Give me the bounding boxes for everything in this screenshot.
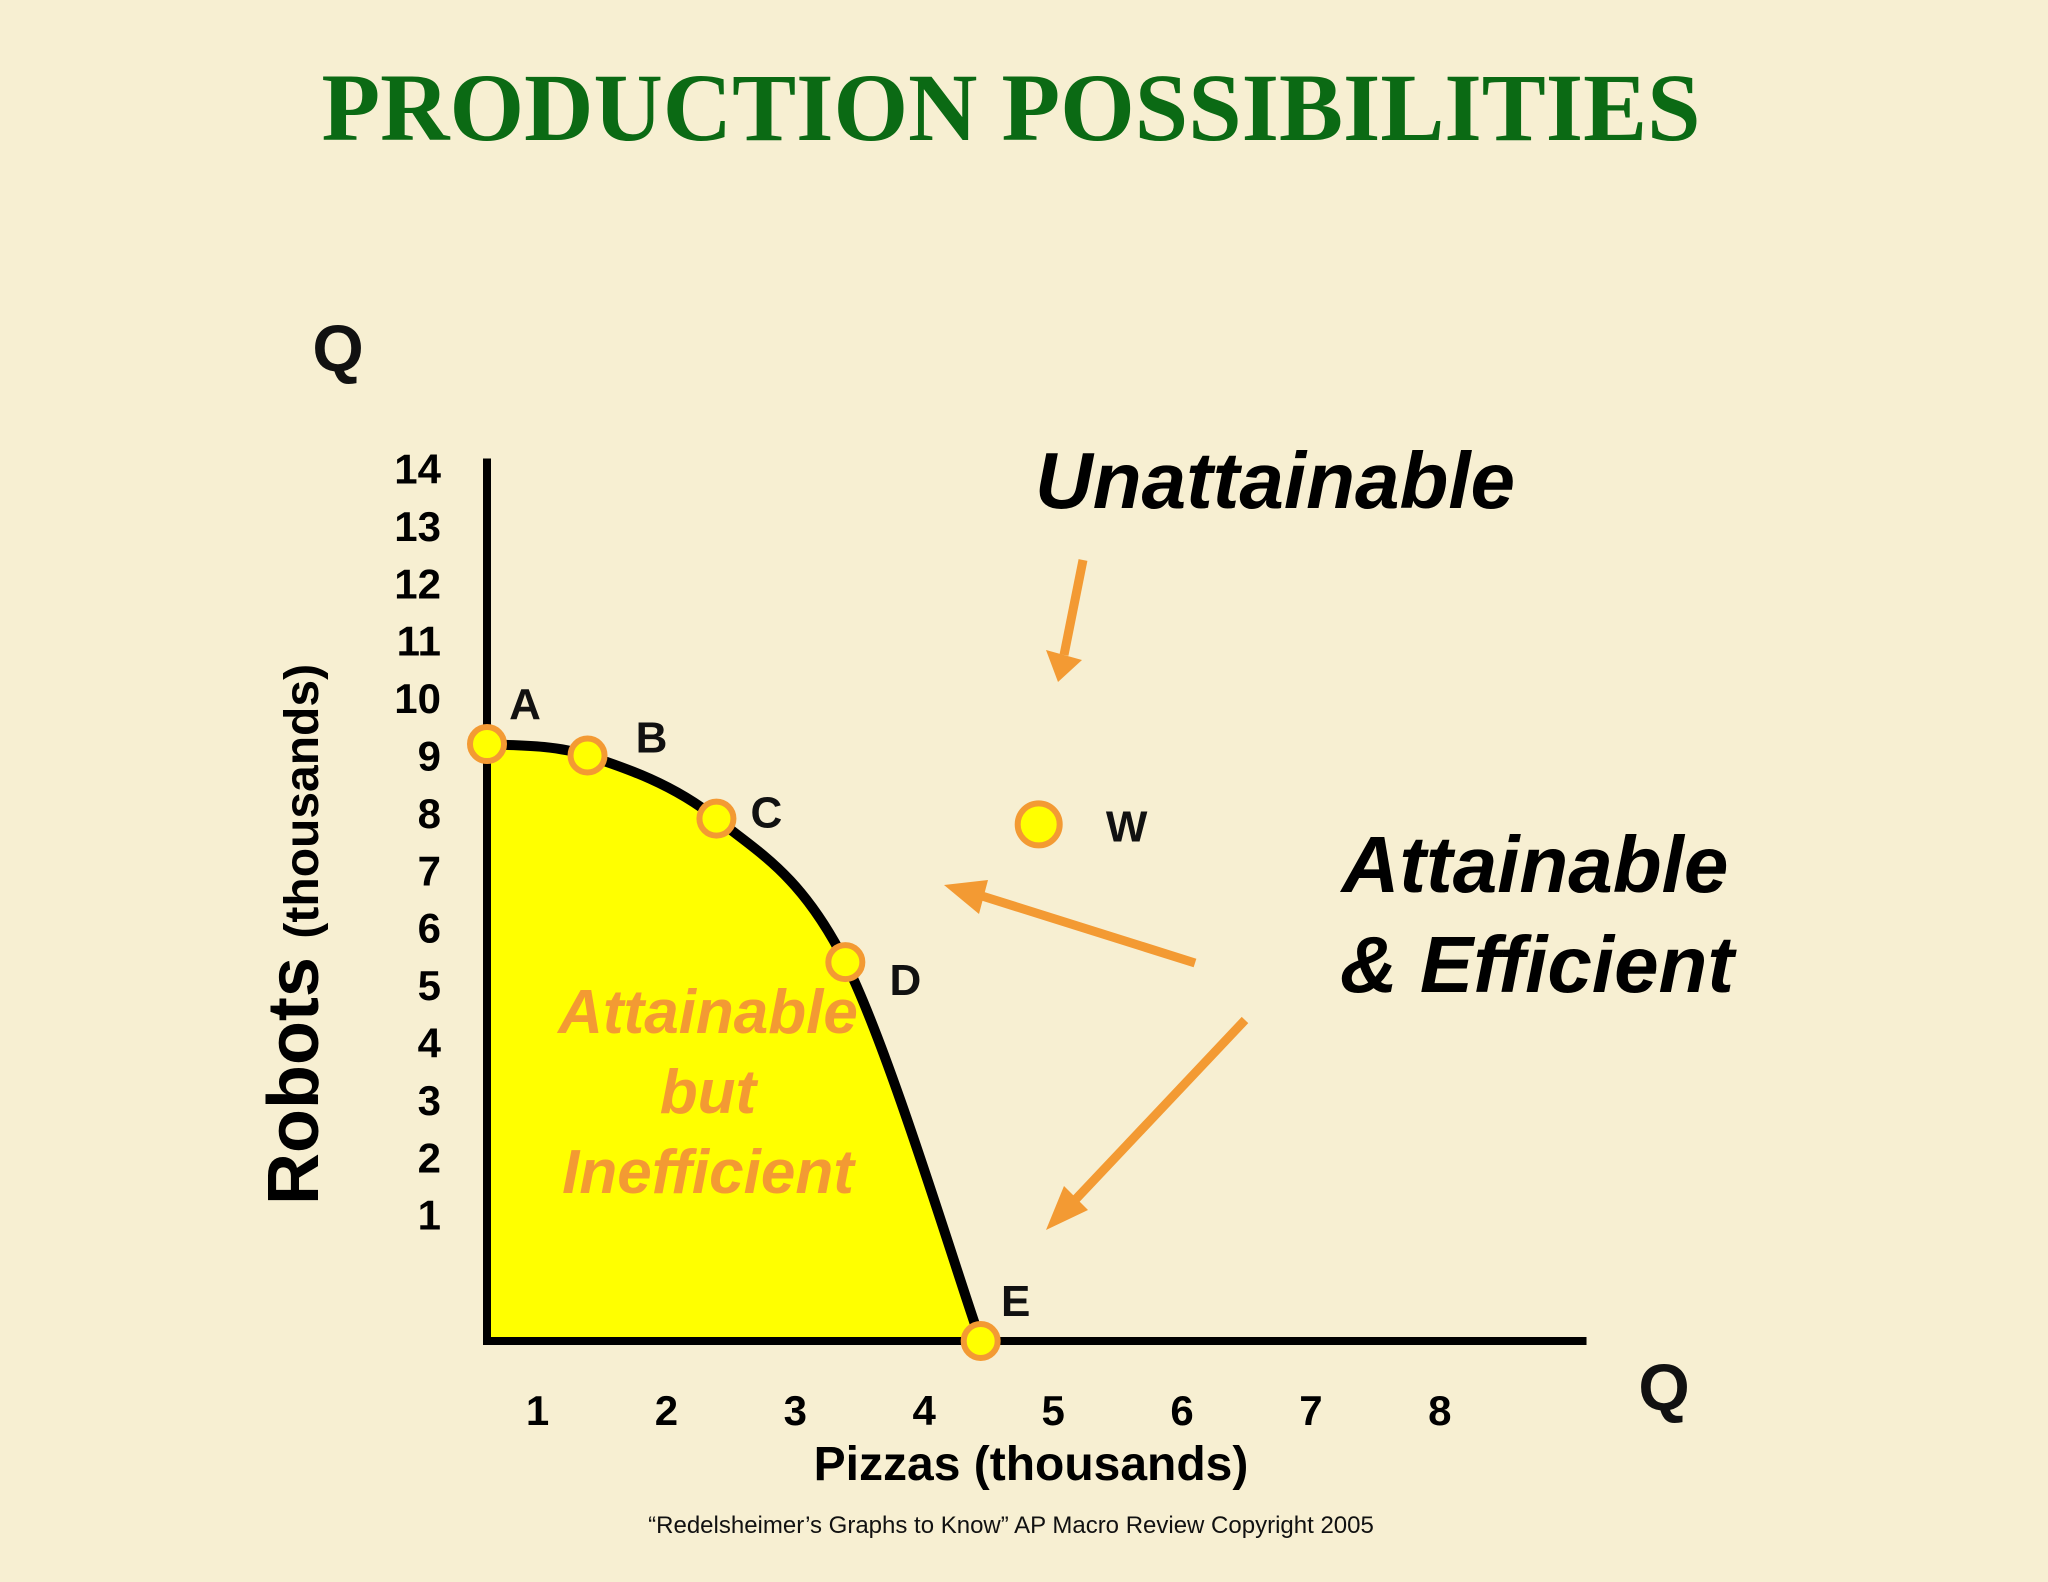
point-d	[825, 942, 866, 983]
efficient-label-line1: Attainable	[1340, 820, 1729, 909]
point-label-e: E	[1001, 1277, 1030, 1326]
point-b	[567, 735, 608, 776]
y-tick-label: 8	[418, 790, 441, 837]
y-tick-label: 12	[394, 560, 441, 607]
arrow-to-e	[1072, 1016, 1249, 1203]
x-tick-label: 1	[526, 1387, 549, 1434]
attainable-region	[487, 744, 981, 1341]
point-w	[1014, 800, 1063, 849]
x-tick-label: 6	[1170, 1387, 1193, 1434]
y-axis-title-unit: (thousands)	[276, 664, 329, 939]
arrow-to-e-head	[1046, 1186, 1088, 1230]
arrow-to-w-head	[1046, 650, 1082, 682]
y-tick-label: 10	[394, 675, 441, 722]
footer-credit: “Redelsheimer’s Graphs to Know” AP Macro…	[648, 1512, 1374, 1539]
x-tick-label: 5	[1041, 1387, 1064, 1434]
x-tick-labels: 1 2 3 4 5 6 7 8	[526, 1387, 1452, 1434]
x-tick-label: 4	[913, 1387, 937, 1434]
x-tick-label: 3	[784, 1387, 807, 1434]
y-axis-title-main: Robots	[254, 957, 334, 1205]
x-tick-label: 7	[1299, 1387, 1322, 1434]
data-points: A B C D E W	[467, 680, 1148, 1361]
y-tick-label: 9	[418, 733, 441, 780]
point-label-w: W	[1106, 802, 1148, 851]
x-tick-label: 8	[1428, 1387, 1451, 1434]
x-axis-title: Pizzas (thousands)	[814, 1438, 1249, 1491]
point-c	[696, 798, 737, 839]
point-label-c: C	[751, 789, 783, 838]
arrow-to-d	[980, 891, 1197, 968]
y-axis-q-label: Q	[312, 311, 363, 385]
efficient-label-line2: & Efficient	[1340, 920, 1738, 1009]
annotation-arrows	[944, 559, 1249, 1230]
point-label-b: B	[636, 714, 668, 763]
y-tick-label: 2	[418, 1134, 441, 1181]
unattainable-label: Unattainable	[1035, 436, 1515, 525]
y-tick-label: 14	[394, 446, 441, 493]
y-tick-label: 11	[397, 618, 441, 665]
y-tick-label: 1	[418, 1192, 441, 1239]
inefficient-label-line2: but	[660, 1058, 759, 1127]
y-tick-label: 5	[418, 962, 441, 1009]
point-e	[960, 1321, 1001, 1361]
point-a	[467, 724, 507, 765]
arrow-to-w	[1059, 559, 1088, 656]
y-tick-label: 13	[394, 503, 441, 550]
chart-title: PRODUCTION POSSIBILITIES	[321, 54, 1700, 161]
point-label-d: D	[889, 956, 921, 1005]
arrow-to-d-head	[944, 880, 988, 914]
x-axis-q-label: Q	[1638, 1350, 1689, 1424]
x-tick-label: 2	[655, 1387, 678, 1434]
point-label-a: A	[509, 680, 541, 729]
y-tick-label: 7	[418, 847, 441, 894]
y-tick-label: 3	[418, 1077, 441, 1124]
y-tick-label: 4	[418, 1020, 442, 1067]
y-tick-label: 6	[418, 905, 441, 952]
inefficient-label-line3: Inefficient	[562, 1138, 856, 1207]
inefficient-label-line1: Attainable	[556, 978, 858, 1047]
y-axis-title: Robots (thousands)	[254, 664, 334, 1205]
